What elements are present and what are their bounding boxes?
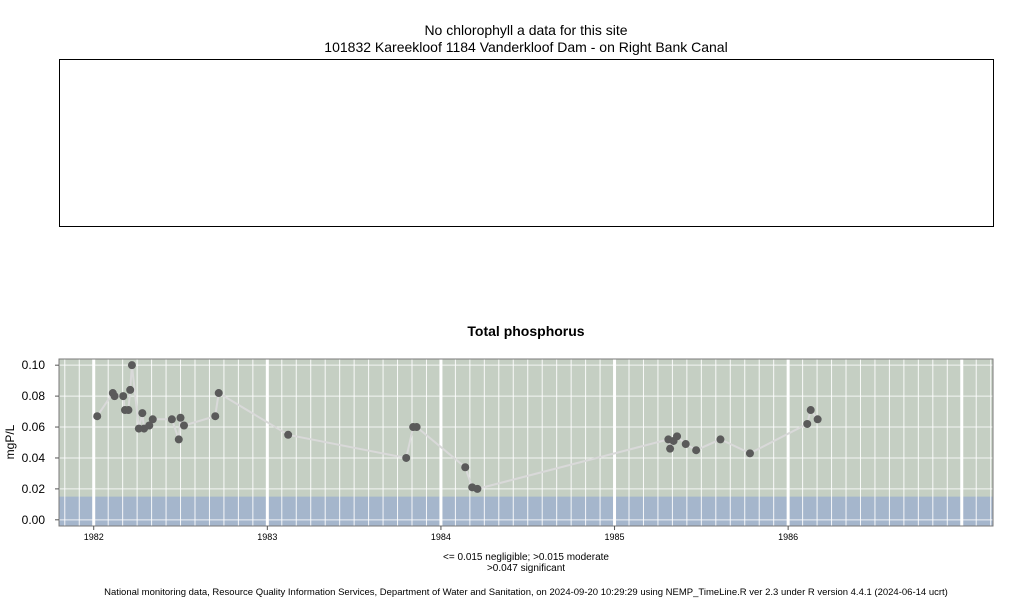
x-tick-label: 1985	[605, 532, 625, 542]
data-points-group	[93, 361, 822, 493]
threshold-note-line-1: <= 0.015 negligible; >0.015 moderate	[443, 552, 609, 563]
total-phosphorus-title: Total phosphorus	[467, 323, 585, 339]
y-axis-label: mgP/L	[3, 424, 17, 459]
data-point	[806, 406, 815, 415]
axes-group: 0.00 0.02 0.04 0.06 0.08 0.10 1982 1983 1984 1985…	[22, 358, 994, 542]
x-tick-label: 1984	[431, 532, 451, 542]
empty-chlorophyll-panel	[59, 59, 994, 227]
y-tick-label: 0.02	[22, 482, 46, 496]
data-point	[211, 412, 220, 421]
data-point	[461, 463, 470, 472]
data-point	[803, 419, 812, 428]
total-phosphorus-chart: 0.00 0.02 0.04 0.06 0.08 0.10 1982 1983 1984 1985…	[3, 358, 994, 542]
chart-title-line-2: 101832 Kareekloof 1184 Vanderkloof Dam -…	[324, 39, 728, 55]
gridlines-group	[59, 359, 993, 526]
data-point	[124, 406, 133, 415]
data-point	[692, 446, 701, 455]
data-point	[412, 423, 421, 432]
x-tick-label: 1986	[778, 532, 798, 542]
data-point	[179, 421, 188, 430]
data-point	[93, 412, 102, 421]
data-point	[666, 444, 675, 453]
y-tick-label: 0.10	[22, 358, 46, 372]
y-tick-label: 0.08	[22, 389, 46, 403]
footer-credit: National monitoring data, Resource Quali…	[104, 587, 948, 598]
data-point	[813, 415, 822, 424]
negligible-band	[59, 496, 993, 526]
y-tick-label: 0.04	[22, 451, 46, 465]
data-point	[745, 449, 754, 458]
data-point	[127, 361, 136, 370]
data-point	[126, 385, 135, 394]
x-tick-label: 1983	[257, 532, 277, 542]
data-point	[148, 415, 157, 424]
data-point	[473, 484, 482, 493]
x-tick-label: 1982	[84, 532, 104, 542]
data-point	[681, 440, 690, 449]
data-point	[174, 435, 183, 444]
data-point	[716, 435, 725, 444]
data-point	[145, 421, 154, 430]
chart-title-line-1: No chlorophyll a data for this site	[424, 22, 628, 38]
data-point	[214, 389, 223, 398]
y-tick-label: 0.00	[22, 513, 46, 527]
data-point	[167, 415, 176, 424]
data-point	[119, 392, 128, 401]
data-point	[402, 453, 411, 462]
plot-frame	[58, 358, 994, 527]
threshold-note-line-2: >0.047 significant	[486, 563, 566, 574]
data-point	[138, 409, 147, 418]
data-point	[673, 432, 682, 441]
plot-background-group	[59, 359, 993, 526]
data-point	[110, 392, 119, 401]
y-tick-label: 0.06	[22, 420, 46, 434]
data-point	[284, 430, 293, 439]
data-point	[176, 413, 185, 422]
